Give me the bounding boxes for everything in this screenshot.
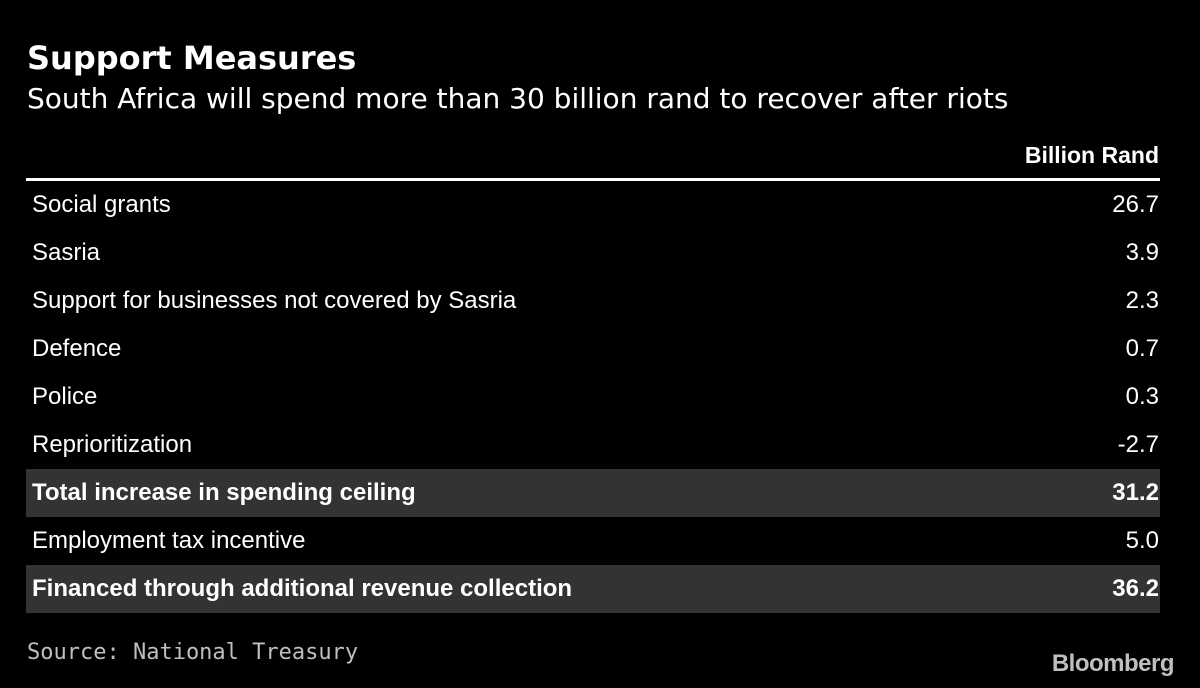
table-row: Employment tax incentive 5.0 <box>26 517 1160 565</box>
row-label: Social grants <box>32 191 171 218</box>
row-label: Financed through additional revenue coll… <box>32 575 573 602</box>
table-header: Billion Rand <box>26 134 1160 181</box>
row-label: Employment tax incentive <box>32 527 306 554</box>
table-row: Social grants 26.7 <box>26 181 1160 229</box>
table-row: Reprioritization -2.7 <box>26 421 1160 469</box>
row-label: Defence <box>32 335 122 362</box>
row-label: Total increase in spending ceiling <box>32 479 416 506</box>
value-column-header: Billion Rand <box>1024 142 1159 168</box>
row-value: 31.2 <box>1112 479 1159 506</box>
table-row: Defence 0.7 <box>26 325 1160 373</box>
table-total-row: Total increase in spending ceiling 31.2 <box>26 469 1160 517</box>
table-row: Sasria 3.9 <box>26 229 1160 277</box>
row-label: Police <box>32 383 98 410</box>
chart-subtitle: South Africa will spend more than 30 bil… <box>27 82 1009 115</box>
chart-title: Support Measures <box>27 39 357 77</box>
table-total-row: Financed through additional revenue coll… <box>26 565 1160 613</box>
row-value: 36.2 <box>1112 575 1159 602</box>
row-value: 0.3 <box>1125 383 1159 410</box>
source-note: Source: National Treasury <box>27 640 359 665</box>
row-label: Sasria <box>32 239 101 266</box>
row-label: Reprioritization <box>32 431 193 458</box>
row-value: 2.3 <box>1125 287 1159 314</box>
bloomberg-logo: Bloomberg <box>1051 650 1175 677</box>
table-body: Social grants 26.7 Sasria 3.9 Support for bu… <box>26 181 1160 613</box>
table-row: Police 0.3 <box>26 373 1160 421</box>
row-value: 5.0 <box>1125 527 1159 554</box>
data-table: Billion Rand Social grants 26.7 Sasria 3.9 S… <box>26 134 1160 613</box>
row-label: Support for businesses not covered by Sa… <box>32 287 517 314</box>
table-row: Support for businesses not covered by Sa… <box>26 277 1160 325</box>
row-value: 3.9 <box>1125 239 1159 266</box>
row-value: 26.7 <box>1112 191 1159 218</box>
row-value: 0.7 <box>1125 335 1159 362</box>
row-value: -2.7 <box>1117 431 1159 458</box>
